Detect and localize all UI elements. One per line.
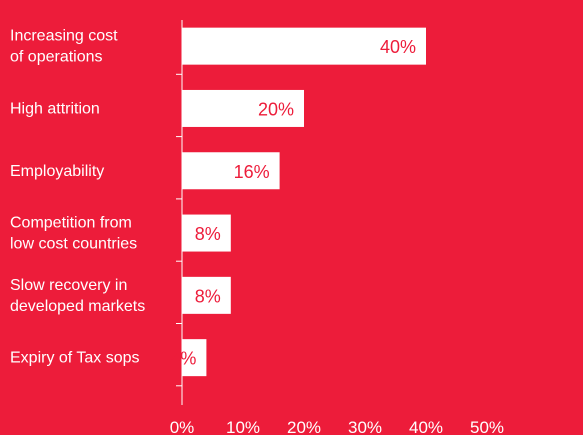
x-tick-label-6: 50% xyxy=(470,418,504,435)
category-label-1-line-1: Increasing cost xyxy=(10,28,118,45)
x-tick-label-4: 30% xyxy=(348,418,382,435)
value-label-1: 40% xyxy=(380,37,416,57)
bar-4 xyxy=(182,214,231,252)
x-tick-label-2: 10% xyxy=(226,418,260,435)
x-tick-label-1: 0% xyxy=(170,418,195,435)
category-label-5-line-2: developed markets xyxy=(10,298,145,315)
bar-3 xyxy=(182,152,280,190)
value-label-2: 20% xyxy=(258,99,294,119)
value-label-4: 8% xyxy=(195,224,221,244)
value-label-5: 8% xyxy=(195,286,221,306)
bar-6 xyxy=(182,339,207,377)
bar-5 xyxy=(182,276,231,314)
category-label-3-line-1: Employability xyxy=(10,163,104,180)
x-tick-label-3: 20% xyxy=(287,418,321,435)
category-label-5-line-1: Slow recovery in xyxy=(10,277,127,294)
x-tick-label-5: 40% xyxy=(409,418,443,435)
bar-1 xyxy=(182,27,426,65)
category-label-6-line-1: Expiry of Tax sops xyxy=(10,350,140,367)
category-label-2-line-1: High attrition xyxy=(10,100,100,117)
bar-2 xyxy=(182,89,304,127)
value-label-6: 4% xyxy=(170,349,196,369)
value-label-3: 16% xyxy=(234,162,270,182)
category-label-4-line-2: low cost countries xyxy=(10,236,137,253)
category-label-4-line-1: Competition from xyxy=(10,215,132,232)
category-label-1-line-2: of operations xyxy=(10,49,103,66)
